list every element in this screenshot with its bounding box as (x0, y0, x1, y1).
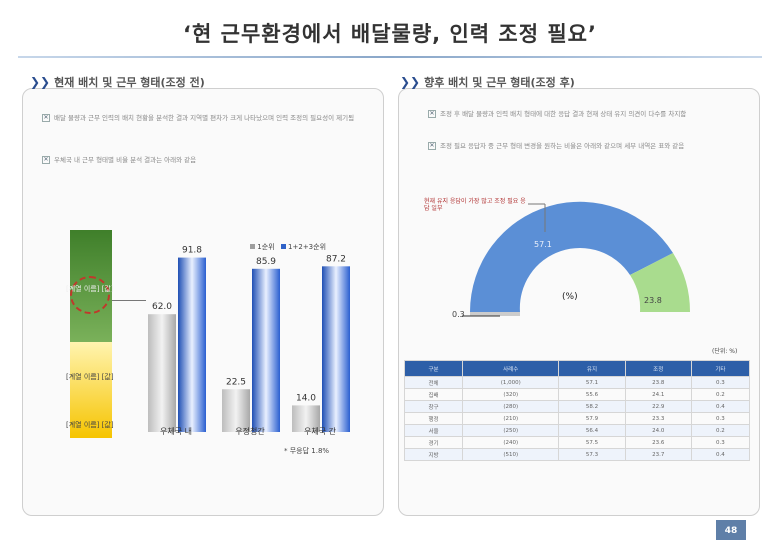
table-cell: (240) (462, 436, 560, 449)
table-header-cell: 사례수 (462, 360, 560, 377)
table-header-cell: 기타 (690, 360, 751, 377)
table-cell: (250) (462, 424, 560, 437)
table-header-cell: 구분 (403, 360, 464, 377)
table-cell: 전체 (403, 376, 464, 389)
table-cell: 창구 (403, 400, 464, 413)
checkbox-icon: ✕ (42, 156, 50, 164)
table-cell: 23.6 (624, 436, 692, 449)
title-divider (18, 56, 762, 58)
table-cell: 0.3 (690, 412, 751, 425)
table-header-cell: 유지 (558, 360, 626, 377)
chart-legend: 1순위 1+2+3순위 (250, 242, 326, 252)
table-cell: 0.2 (690, 424, 751, 437)
table-cell: 57.3 (558, 448, 626, 461)
table-cell: 56.4 (558, 424, 626, 437)
gauge-label-left: 0.3 (452, 310, 465, 319)
table-cell: (510) (462, 448, 560, 461)
table-cell: 0.2 (690, 388, 751, 401)
table-cell: 0.4 (690, 448, 751, 461)
stacked-bar-yellow (70, 342, 112, 438)
table-header-cell: 조정 (624, 360, 692, 377)
table-cell: 23.8 (624, 376, 692, 389)
gauge-unit: (%) (562, 292, 578, 302)
table-cell: 0.3 (690, 436, 751, 449)
table-row: 경기 (240) 57.5 23.6 0.3 (403, 436, 751, 449)
table-cell: 경기 (403, 436, 464, 449)
footnote: * 무응답 1.8% (284, 447, 330, 455)
page-title: ‘현 근무환경에서 배달물량, 인력 조정 필요’ (183, 22, 597, 46)
gauge-main-label: 57.1 (534, 240, 552, 249)
table-cell: 58.2 (558, 400, 626, 413)
checkbox-icon: ✕ (42, 114, 50, 122)
unit-label: (단위: %) (712, 348, 738, 355)
table-cell: 23.7 (624, 448, 692, 461)
gauge-annotation: 현재 유지 응답이 가장 많고 조정 필요 응답 일부 (424, 198, 526, 212)
legend-swatch-2 (280, 244, 286, 249)
checkbox-icon: ✕ (428, 110, 436, 118)
table-row: 창구 (280) 58.2 22.9 0.4 (403, 400, 751, 413)
table-cell: 0.4 (690, 400, 751, 413)
side-label-2: [계열 이름] [값] (66, 373, 114, 381)
table-cell: 24.1 (624, 388, 692, 401)
table-row: 서울 (250) 56.4 24.0 0.2 (403, 424, 751, 437)
table-cell: 지방 (403, 448, 464, 461)
side-label-1: [계열 이름] [값] (66, 285, 114, 293)
table-cell: 서울 (403, 424, 464, 437)
table-row: 집배 (320) 55.6 24.1 0.2 (403, 388, 751, 401)
table-cell: (320) (462, 388, 560, 401)
table-cell: (210) (462, 412, 560, 425)
table-header-row: 구분 사례수 유지 조정 기타 (403, 360, 751, 377)
table-cell: 22.9 (624, 400, 692, 413)
table-cell: (1,000) (462, 376, 560, 389)
page-number: 48 (716, 520, 746, 540)
table-cell: 57.1 (558, 376, 626, 389)
result-table: 구분 사례수 유지 조정 기타 전체 (1,000) 57.1 23.8 0.3 집배 (320) 55… (403, 360, 751, 461)
legend-swatch-1 (250, 244, 255, 249)
table-row: 지방 (510) 57.3 23.7 0.4 (403, 448, 751, 461)
double-arrow-icon: ❯❯ (30, 75, 51, 89)
table-row: 전체 (1,000) 57.1 23.8 0.3 (403, 376, 751, 389)
connector-arrow (112, 300, 146, 301)
gauge-label-right: 23.8 (644, 296, 662, 305)
checkbox-icon: ✕ (428, 142, 436, 150)
table-cell: 0.3 (690, 376, 751, 389)
table-cell: 57.5 (558, 436, 626, 449)
left-bullet-2: ✕ 우체국 내 근무 형태별 비율 분석 결과는 아래와 같음 (42, 156, 197, 164)
double-arrow-icon: ❯❯ (400, 75, 421, 89)
highlight-circle (70, 276, 110, 314)
table-cell: 55.6 (558, 388, 626, 401)
right-bullet-1: ✕ 조정 후 배달 물량과 인력 배치 형태에 대한 응답 결과 현재 상태 유지… (428, 110, 687, 118)
table-cell: (280) (462, 400, 560, 413)
left-section-heading: ❯❯ 현재 배치 및 근무 형태(조정 전) (30, 75, 205, 89)
table-cell: 집배 (403, 388, 464, 401)
side-label-3: [계열 이름] [값] (66, 421, 114, 429)
table-cell: 행정 (403, 412, 464, 425)
table-cell: 23.3 (624, 412, 692, 425)
right-section-heading: ❯❯ 향후 배치 및 근무 형태(조정 후) (400, 75, 575, 89)
left-bullet-1: ✕ 배달 물량과 근무 인력의 배치 현황을 분석한 결과 지역별 편차가 크게 … (42, 114, 355, 122)
table-row: 행정 (210) 57.9 23.3 0.3 (403, 412, 751, 425)
table-cell: 24.0 (624, 424, 692, 437)
table-cell: 57.9 (558, 412, 626, 425)
right-bullet-2: ✕ 조정 필요 응답자 중 근무 형태 변경을 원하는 비율은 아래와 같으며 세… (428, 142, 685, 150)
